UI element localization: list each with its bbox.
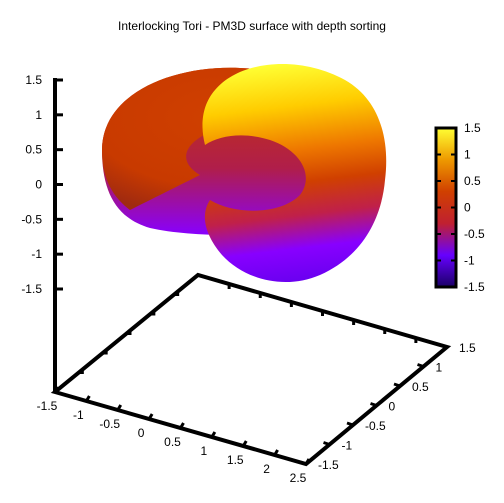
surfaces-group bbox=[102, 63, 387, 283]
colorbar-tick-label: 0.5 bbox=[464, 174, 481, 188]
y-tick bbox=[323, 441, 330, 446]
x-tick bbox=[116, 404, 123, 411]
y-tick-label: 0.5 bbox=[412, 380, 429, 394]
axes-group: 1.510.50-0.5-1-1.5-1.5-1-0.500.511.522.5… bbox=[21, 73, 476, 485]
colorbar-tick-label: -0.5 bbox=[464, 227, 485, 241]
y-tick bbox=[417, 363, 424, 368]
y-tick bbox=[393, 382, 401, 388]
z-tick-label: -1.5 bbox=[21, 282, 42, 296]
x-tick bbox=[53, 386, 60, 393]
y-tick bbox=[440, 343, 448, 349]
colorbar-tick-label: 1 bbox=[464, 148, 471, 162]
x-tick bbox=[85, 395, 91, 402]
x-tick bbox=[210, 431, 217, 438]
z-tick-label: -0.5 bbox=[21, 212, 42, 226]
x-tick-label: 2 bbox=[263, 462, 270, 476]
torus-vertical bbox=[202, 63, 387, 283]
x-tick bbox=[304, 458, 311, 465]
x-tick-label: -0.5 bbox=[99, 417, 120, 431]
y-tick bbox=[370, 402, 377, 407]
z-tick-label: 0.5 bbox=[25, 143, 42, 157]
colorbar-tick-label: -1 bbox=[464, 254, 475, 268]
colorbar-tick-label: -1.5 bbox=[464, 280, 485, 294]
x-tick-label: 1.5 bbox=[227, 453, 244, 467]
colorbar-tick-label: 1.5 bbox=[464, 121, 481, 135]
x-tick-label: 1 bbox=[201, 444, 208, 458]
x-tick bbox=[273, 449, 279, 456]
y-tick-label: -1 bbox=[342, 439, 353, 453]
x-tick bbox=[241, 440, 248, 447]
y-tick bbox=[299, 460, 307, 466]
x-tick-label: -1.5 bbox=[37, 399, 58, 413]
y-tick-label: 0 bbox=[389, 400, 396, 414]
z-tick-label: 1.5 bbox=[25, 73, 42, 87]
z-tick-label: 0 bbox=[35, 178, 42, 192]
z-tick-label: -1 bbox=[31, 247, 42, 261]
x-tick-label: 0.5 bbox=[164, 435, 181, 449]
x-tick-label: 2.5 bbox=[290, 471, 307, 485]
x-tick-label: -1 bbox=[73, 408, 84, 422]
colorbar: 1.5 1 0.5 0 -0.5 -1 -1.5 bbox=[434, 121, 485, 294]
y-tick-label: -1.5 bbox=[318, 458, 339, 472]
base-frame bbox=[50, 272, 452, 467]
x-tick bbox=[147, 413, 154, 420]
y-tick-label: 1 bbox=[436, 361, 443, 375]
colorbar-tick-label: 0 bbox=[464, 201, 471, 215]
x-tick bbox=[179, 422, 185, 429]
x-tick-label: 0 bbox=[138, 426, 145, 440]
y-tick bbox=[346, 421, 354, 427]
y-tick-label: 1.5 bbox=[459, 341, 476, 355]
chart-title: Interlocking Tori - PM3D surface with de… bbox=[118, 19, 386, 33]
y-tick-label: -0.5 bbox=[365, 419, 386, 433]
z-tick-label: 1 bbox=[35, 108, 42, 122]
